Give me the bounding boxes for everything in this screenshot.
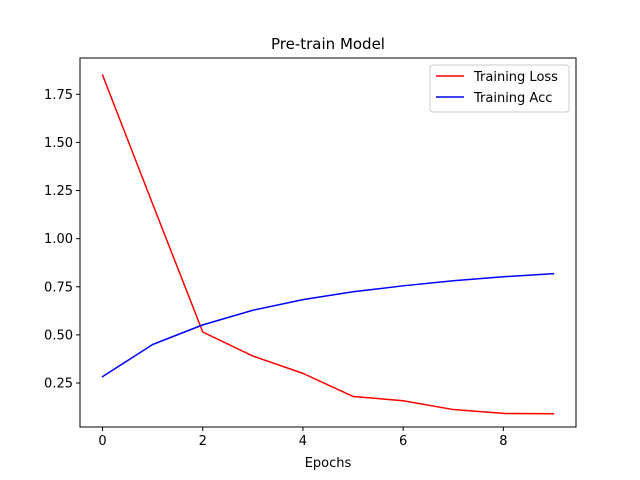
y-tick-label: 1.25: [44, 184, 73, 199]
legend: Training Loss Training Acc: [429, 64, 570, 113]
y-tick-label: 0.50: [44, 328, 73, 343]
x-tick-label: 4: [299, 434, 307, 449]
x-axis-label: Epochs: [305, 456, 352, 471]
series-line-training-acc: [101, 272, 555, 378]
y-tick-label: 1.50: [44, 136, 73, 151]
y-tick-label: 0.25: [44, 377, 73, 392]
y-axis-ticks: 0.25 0.50 0.75 1.00 1.25 1.50 1.75: [44, 88, 80, 392]
plot-area-frame: [79, 57, 577, 428]
series-line-training-loss: [101, 74, 555, 415]
x-axis-ticks: 0 2 4 6 8: [98, 427, 507, 449]
legend-label-training-acc: Training Acc: [473, 91, 552, 106]
y-tick-label: 1.00: [44, 232, 73, 247]
legend-box: [429, 64, 570, 113]
chart-title: Pre-train Model: [271, 35, 385, 53]
x-tick-label: 2: [199, 434, 207, 449]
legend-label-training-loss: Training Loss: [473, 70, 558, 85]
y-tick-label: 0.75: [44, 280, 73, 295]
x-tick-label: 8: [499, 434, 507, 449]
x-tick-label: 0: [98, 434, 106, 449]
y-tick-label: 1.75: [44, 88, 73, 103]
x-tick-label: 6: [399, 434, 407, 449]
series-layer: [101, 74, 555, 415]
